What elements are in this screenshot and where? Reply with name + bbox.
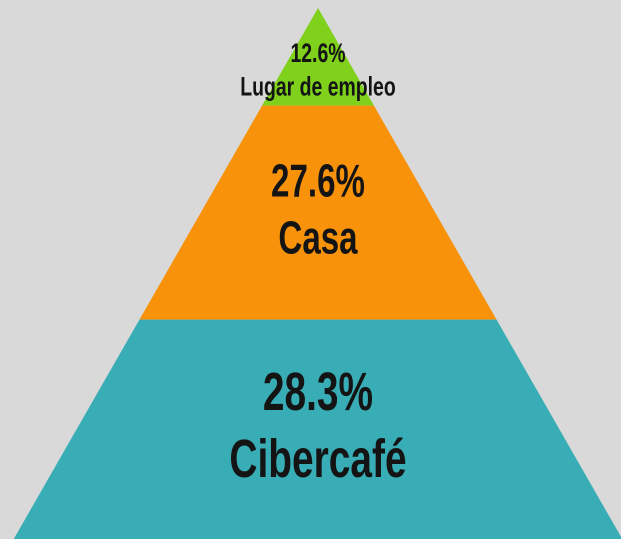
value-label: 12.6% <box>290 38 345 68</box>
segment-labels: 28.3%Cibercafé <box>229 361 406 489</box>
value-label: 28.3% <box>263 361 373 422</box>
segment-labels: 27.6% Casa <box>271 156 365 264</box>
pyramid-segment <box>13 319 621 539</box>
segment-labels: 12.6% Lugar de empleo <box>240 38 395 101</box>
category-label: Lugar de empleo <box>240 72 395 102</box>
category-label: Casa <box>278 213 358 263</box>
pyramid-segment <box>139 105 497 320</box>
category-label: Cibercafé <box>229 428 406 489</box>
pyramid-segment <box>262 8 374 106</box>
value-label: 27.6% <box>271 156 365 206</box>
